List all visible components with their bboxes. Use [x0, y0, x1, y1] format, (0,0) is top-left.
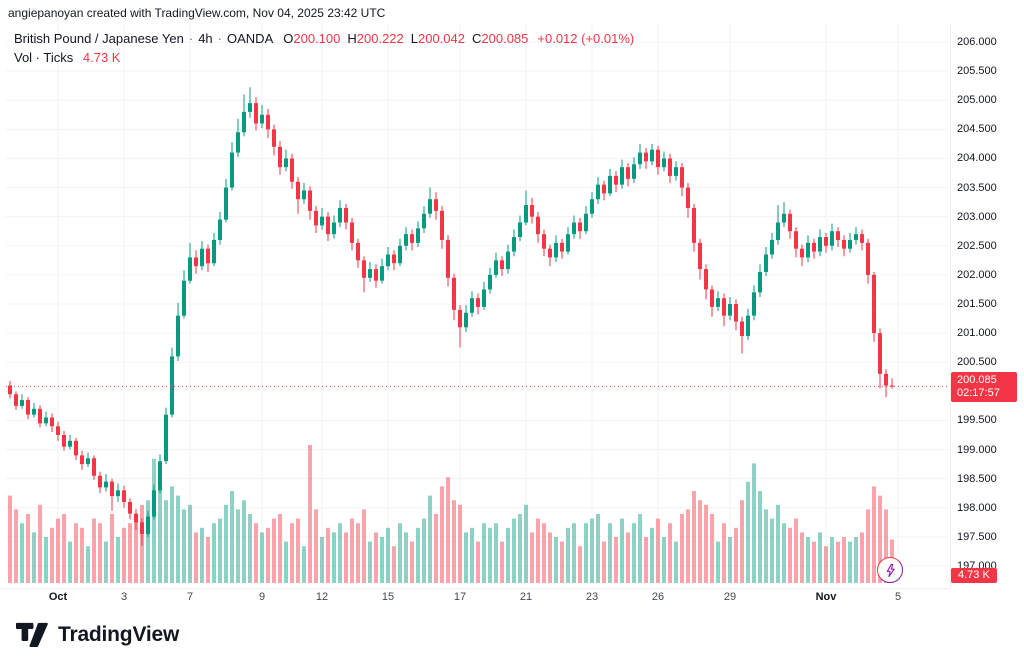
ohlc-readout: O200.100 H200.222 L200.042 C200.085: [283, 31, 535, 46]
volume-legend: Vol · Ticks 4.73 K: [14, 50, 120, 65]
close-label: C: [472, 31, 482, 46]
exchange-label[interactable]: OANDA: [227, 31, 274, 46]
time-axis-label: 9: [258, 591, 266, 603]
price-axis-label: 204.000: [957, 152, 997, 165]
open-label: O: [283, 31, 294, 46]
tradingview-logo-icon[interactable]: [16, 622, 50, 648]
symbol-legend: British Pound / Japanese Yen · 4h · OAND…: [14, 31, 634, 46]
time-axis-label: 21: [519, 591, 533, 603]
low-value: 200.042: [418, 31, 465, 46]
price-axis-label: 201.000: [957, 327, 997, 340]
attribution-text: angiepanoyan created with TradingView.co…: [8, 6, 386, 20]
symbol-title[interactable]: British Pound / Japanese Yen: [14, 31, 184, 46]
price-axis-label: 206.000: [957, 36, 997, 48]
price-axis-label: 202.500: [957, 239, 997, 252]
time-axis-label: 17: [453, 591, 467, 603]
price-axis-label: 198.500: [957, 472, 997, 485]
time-axis-label: 29: [723, 591, 737, 603]
price-axis-label: 199.000: [957, 443, 997, 456]
interval-label[interactable]: 4h: [198, 31, 213, 46]
last-price-tag: 200.085 02:17:57: [951, 372, 1017, 403]
time-scale-border: [0, 588, 950, 589]
price-axis-label: 201.500: [957, 298, 997, 310]
volume-axis-tag: 4.73 K: [951, 568, 997, 583]
high-label: H: [347, 31, 357, 46]
separator: ·: [188, 31, 194, 46]
price-axis-label: 205.500: [957, 65, 997, 78]
change-readout: +0.012 (+0.01%): [537, 31, 635, 46]
time-axis-label: Nov: [815, 591, 837, 603]
high-value: 200.222: [356, 31, 404, 46]
bar-countdown: 02:17:57: [957, 387, 1000, 400]
time-axis-label: Oct: [48, 591, 68, 603]
time-axis-label: 12: [315, 591, 329, 603]
price-axis-label: 205.000: [957, 94, 997, 107]
volume-indicator-label[interactable]: Vol · Ticks: [14, 50, 74, 65]
price-axis-label: 197.500: [957, 530, 997, 543]
last-price-value: 200.085: [957, 374, 997, 387]
time-axis-label: 26: [651, 591, 665, 603]
lightning-icon: [886, 563, 895, 577]
price-axis-label: 200.500: [957, 356, 997, 369]
time-axis-label: 15: [381, 591, 395, 603]
volume-value: 4.73 K: [82, 50, 121, 65]
time-axis-label: 5: [894, 591, 902, 603]
tradingview-footer: TradingView: [16, 620, 179, 650]
price-axis-label: 199.500: [957, 414, 997, 427]
volume-axis-value: 4.73 K: [958, 569, 990, 581]
price-axis-label: 203.500: [957, 181, 997, 194]
separator: ·: [217, 31, 223, 46]
attribution-bar: angiepanoyan created with TradingView.co…: [8, 6, 385, 20]
close-value: 200.085: [481, 31, 529, 46]
time-axis-label: 3: [120, 591, 128, 603]
time-axis-label: 23: [585, 591, 599, 603]
price-axis-label: 202.000: [957, 268, 997, 281]
low-label: L: [410, 31, 418, 46]
price-axis-label: 204.500: [957, 123, 997, 136]
tradingview-logo-text[interactable]: TradingView: [58, 623, 180, 646]
time-axis-label: 7: [186, 591, 194, 603]
flash-order-button[interactable]: [877, 557, 903, 583]
price-axis-label: 203.000: [957, 210, 997, 223]
price-scale-border: [950, 24, 951, 588]
price-axis-label: 198.000: [957, 501, 997, 514]
open-value: 200.100: [293, 31, 341, 46]
